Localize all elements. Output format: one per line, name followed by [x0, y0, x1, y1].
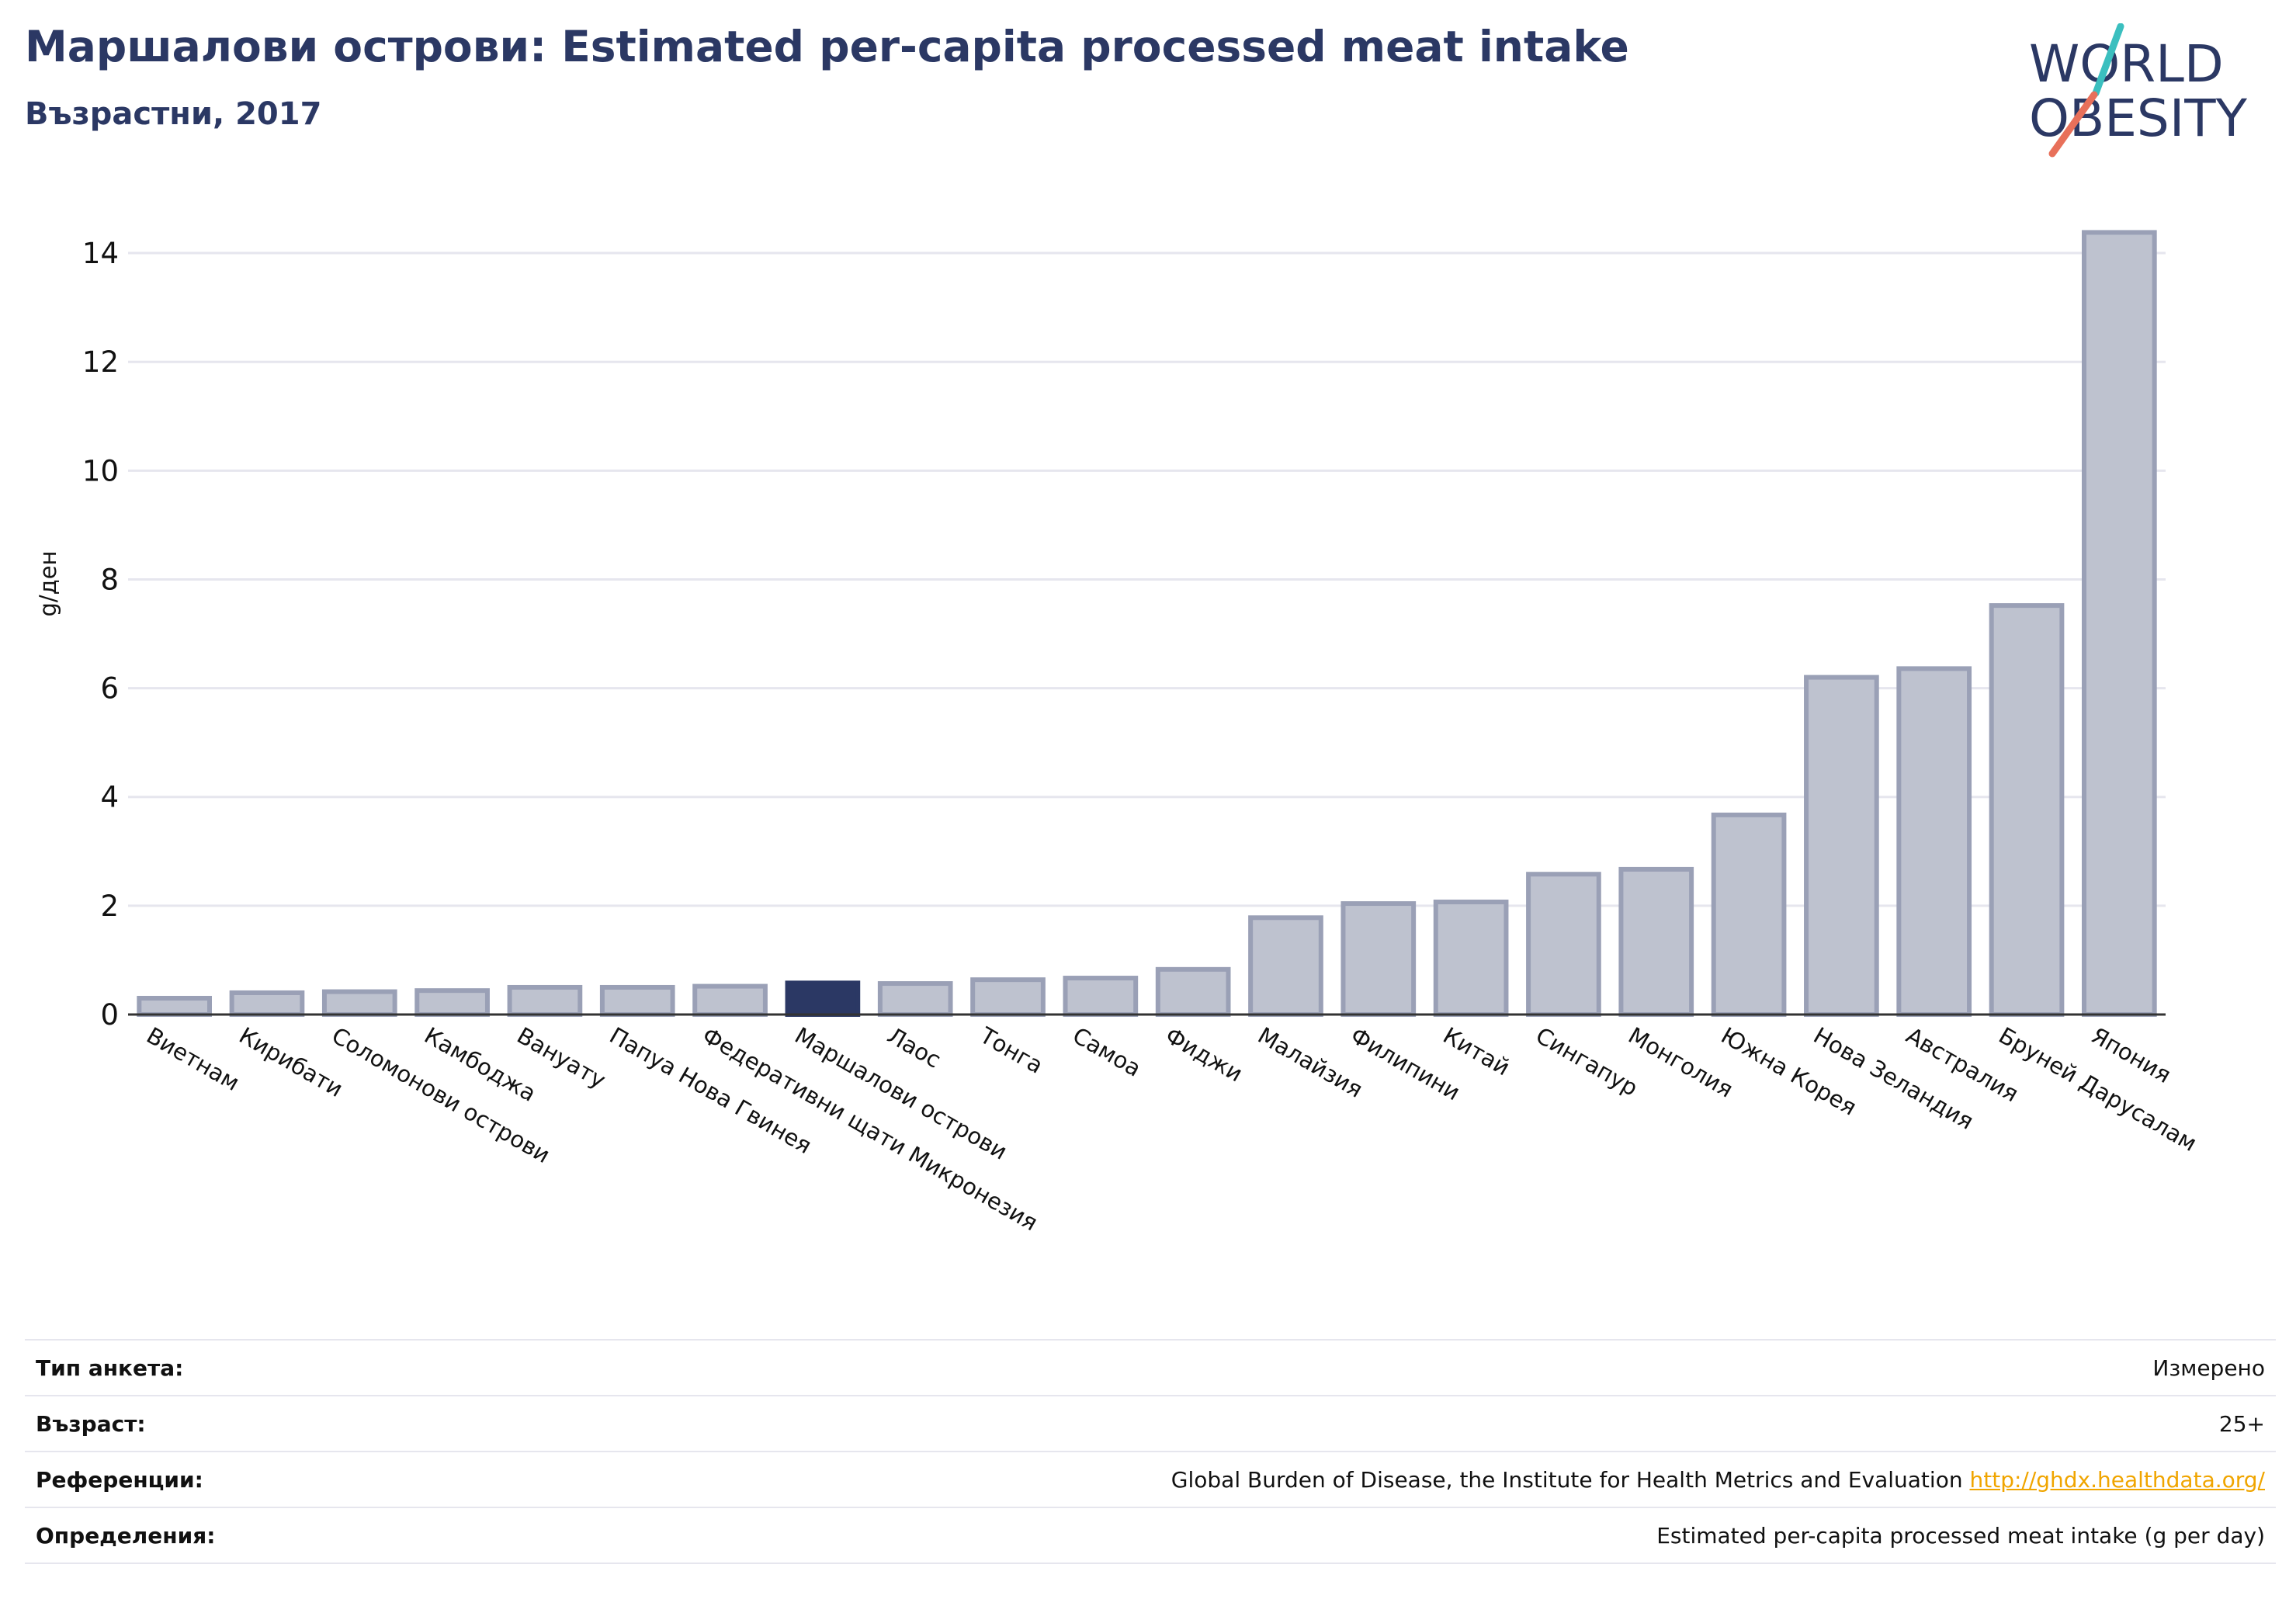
y-tick-label: 4: [100, 781, 119, 814]
metadata-value: Global Burden of Disease, the Institute …: [1171, 1467, 2265, 1493]
y-tick-label: 6: [100, 672, 119, 706]
y-tick-label: 10: [82, 454, 119, 487]
metadata-row-definitions: Определения: Estimated per-capita proces…: [25, 1508, 2276, 1564]
metadata-value: Измерено: [2152, 1354, 2265, 1381]
y-tick-label: 12: [82, 345, 119, 379]
metadata-row-survey-type: Тип анкета: Измерено: [25, 1341, 2276, 1396]
metadata-key: Тип анкета:: [36, 1354, 184, 1381]
y-tick-label: 0: [100, 998, 119, 1032]
y-axis-title: g/ден: [35, 550, 61, 616]
logo-coral-stroke: [2048, 91, 2098, 158]
reference-text: Global Burden of Disease, the Institute …: [1171, 1466, 1963, 1493]
y-tick-labels: 0 2 4 6 8 10 12 14: [82, 237, 119, 1032]
bar[interactable]: [1248, 915, 1323, 1018]
bar[interactable]: [2082, 230, 2157, 1017]
y-tick-label: 14: [82, 237, 119, 270]
x-category-label: Лаос: [883, 1022, 945, 1074]
x-category-label: Тонга: [975, 1021, 1048, 1079]
bar[interactable]: [1063, 976, 1139, 1017]
x-category-label: Монголия: [1624, 1022, 1737, 1103]
logo-teal-stroke: [2092, 23, 2124, 97]
x-category-label: Фиджи: [1161, 1022, 1247, 1087]
bar[interactable]: [1340, 901, 1417, 1017]
bar[interactable]: [414, 988, 490, 1018]
bar[interactable]: [1896, 666, 1972, 1018]
chart-subtitle: Възрастни, 2017: [25, 96, 322, 132]
metadata-value: Estimated per-capita processed meat inta…: [1656, 1522, 2265, 1549]
bar[interactable]: [1804, 675, 1879, 1017]
bar[interactable]: [1433, 899, 1509, 1017]
metadata-row-age: Възраст: 25+: [25, 1396, 2276, 1452]
metadata-value: 25+: [2218, 1410, 2265, 1437]
bar[interactable]: [229, 990, 305, 1018]
logo-line-1: WORLD: [2029, 34, 2224, 94]
bar[interactable]: [1155, 966, 1231, 1017]
bar[interactable]: [137, 995, 212, 1018]
x-category-label: Малайзия: [1254, 1022, 1368, 1103]
x-category-label: Нова Зеландия: [1809, 1022, 1979, 1135]
bar[interactable]: [692, 983, 768, 1017]
bar[interactable]: [599, 984, 675, 1017]
bar[interactable]: [970, 977, 1046, 1017]
bars: [137, 230, 2157, 1018]
bar[interactable]: [1711, 812, 1787, 1018]
metadata-row-references: Референции: Global Burden of Disease, th…: [25, 1452, 2276, 1508]
world-obesity-logo[interactable]: WORLD OBESITY: [2018, 23, 2282, 163]
reference-link[interactable]: http://ghdx.healthdata.org/: [1969, 1466, 2265, 1493]
metadata-table: Тип анкета: Измерено Възраст: 25+ Рефере…: [25, 1339, 2276, 1564]
bar[interactable]: [1618, 866, 1694, 1017]
y-tick-label: 2: [100, 890, 119, 923]
bar[interactable]: [321, 989, 397, 1018]
x-category-label: Федеративни щати Микронезия: [698, 1022, 1042, 1237]
bar-highlighted[interactable]: [785, 980, 861, 1018]
x-category-label: Виетнам: [142, 1022, 244, 1096]
bar[interactable]: [877, 981, 953, 1018]
bar[interactable]: [507, 984, 583, 1017]
x-category-label: Самоа: [1068, 1022, 1146, 1082]
x-category-label: Китай: [1439, 1022, 1514, 1081]
metadata-key: Определения:: [36, 1522, 216, 1549]
metadata-key: Референции:: [36, 1466, 203, 1493]
x-category-label: Кирибати: [234, 1022, 347, 1102]
chart-title: Маршалови острови: Estimated per-capita …: [25, 22, 1629, 71]
bar[interactable]: [1526, 872, 1601, 1018]
bar[interactable]: [1989, 603, 2065, 1017]
metadata-key: Възраст:: [36, 1410, 146, 1437]
y-tick-label: 8: [100, 563, 119, 596]
x-category-label: Сингапур: [1531, 1022, 1642, 1101]
